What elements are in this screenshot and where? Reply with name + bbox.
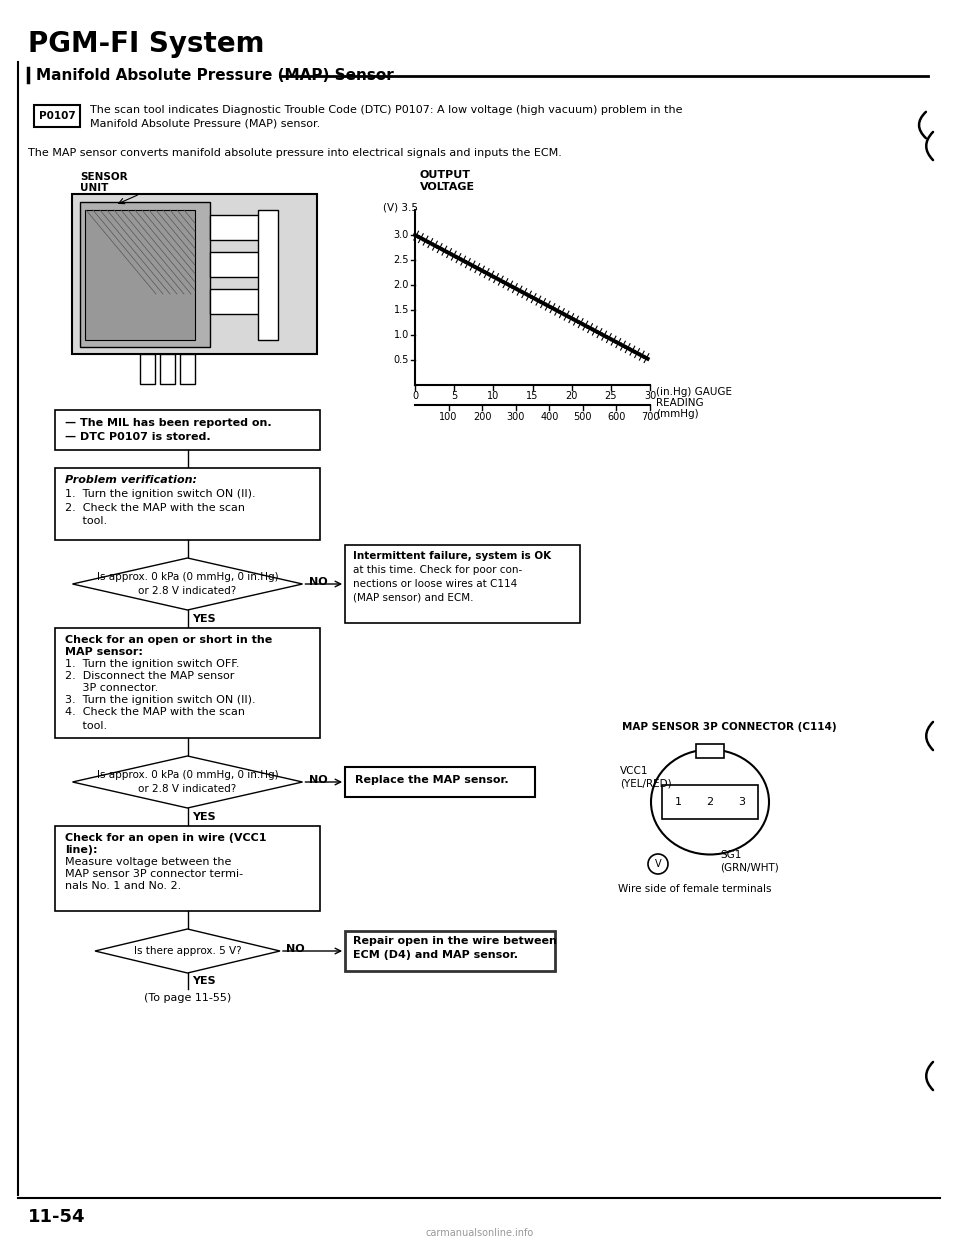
Text: (GRN/WHT): (GRN/WHT) [720,862,779,872]
Text: PGM-FI System: PGM-FI System [28,30,265,58]
Text: 3: 3 [738,797,746,807]
Text: YES: YES [193,614,216,623]
Text: 11-54: 11-54 [28,1208,85,1226]
Text: Measure voltage between the: Measure voltage between the [65,857,231,867]
Text: 2.5: 2.5 [394,255,409,265]
Text: MAP sensor 3P connector termi-: MAP sensor 3P connector termi- [65,869,243,879]
Text: Repair open in the wire between: Repair open in the wire between [353,936,557,946]
Text: 500: 500 [574,412,592,422]
Polygon shape [73,756,302,809]
FancyBboxPatch shape [258,210,278,340]
FancyBboxPatch shape [210,215,260,240]
Text: 2.  Disconnect the MAP sensor: 2. Disconnect the MAP sensor [65,671,234,681]
Text: 0: 0 [412,391,418,401]
Text: (in.Hg) GAUGE: (in.Hg) GAUGE [656,388,732,397]
Text: 300: 300 [507,412,525,422]
Text: 10: 10 [488,391,499,401]
Text: Check for an open in wire (VCC1: Check for an open in wire (VCC1 [65,833,267,843]
Text: or 2.8 V indicated?: or 2.8 V indicated? [138,586,236,596]
Ellipse shape [651,749,769,854]
Text: 700: 700 [640,412,660,422]
FancyBboxPatch shape [210,252,260,277]
Text: nections or loose wires at C114: nections or loose wires at C114 [353,579,517,589]
Circle shape [648,854,668,874]
FancyBboxPatch shape [345,768,535,797]
Text: VOLTAGE: VOLTAGE [420,183,475,193]
Text: tool.: tool. [65,515,108,527]
Text: Problem verification:: Problem verification: [65,474,197,484]
Text: nals No. 1 and No. 2.: nals No. 1 and No. 2. [65,881,181,891]
Text: 4.  Check the MAP with the scan: 4. Check the MAP with the scan [65,707,245,717]
FancyBboxPatch shape [160,354,175,384]
Text: MAP SENSOR 3P CONNECTOR (C114): MAP SENSOR 3P CONNECTOR (C114) [622,722,836,732]
Text: 1: 1 [675,797,682,807]
Text: (mmHg): (mmHg) [656,409,699,419]
Text: 5: 5 [451,391,457,401]
FancyBboxPatch shape [345,932,555,971]
Text: 3P connector.: 3P connector. [65,683,158,693]
Text: READING: READING [656,397,704,409]
Text: (YEL/RED): (YEL/RED) [620,777,672,787]
Text: Is approx. 0 kPa (0 mmHg, 0 in.Hg): Is approx. 0 kPa (0 mmHg, 0 in.Hg) [97,573,278,582]
Text: 0.5: 0.5 [394,355,409,365]
Text: Replace the MAP sensor.: Replace the MAP sensor. [355,775,509,785]
FancyBboxPatch shape [55,628,320,738]
Text: NO: NO [308,578,327,587]
Text: 3.  Turn the ignition switch ON (II).: 3. Turn the ignition switch ON (II). [65,696,255,705]
Text: P0107: P0107 [38,111,76,120]
Text: 400: 400 [540,412,559,422]
Text: 1.0: 1.0 [394,330,409,340]
Text: NO: NO [286,944,304,954]
Text: or 2.8 V indicated?: or 2.8 V indicated? [138,784,236,794]
Text: UNIT: UNIT [80,183,108,193]
FancyBboxPatch shape [55,468,320,540]
FancyBboxPatch shape [55,410,320,450]
FancyBboxPatch shape [696,744,724,758]
Text: 15: 15 [526,391,539,401]
Text: ECM (D4) and MAP sensor.: ECM (D4) and MAP sensor. [353,950,518,960]
Text: V: V [655,859,661,869]
FancyBboxPatch shape [55,826,320,910]
Text: — The MIL has been reported on.: — The MIL has been reported on. [65,419,272,428]
FancyBboxPatch shape [180,354,195,384]
Text: 100: 100 [440,412,458,422]
FancyBboxPatch shape [210,289,260,314]
Text: 200: 200 [473,412,492,422]
Text: Is there approx. 5 V?: Is there approx. 5 V? [133,946,241,956]
Text: line):: line): [65,845,98,854]
Text: YES: YES [193,812,216,822]
Text: Check for an open or short in the: Check for an open or short in the [65,635,273,645]
Text: Manifold Absolute Pressure (MAP) sensor.: Manifold Absolute Pressure (MAP) sensor. [90,119,321,129]
Text: The scan tool indicates Diagnostic Trouble Code (DTC) P0107: A low voltage (high: The scan tool indicates Diagnostic Troub… [90,106,683,116]
Text: MAP sensor:: MAP sensor: [65,647,143,657]
Text: Manifold Absolute Pressure (MAP) Sensor: Manifold Absolute Pressure (MAP) Sensor [36,68,394,83]
Text: Wire side of female terminals: Wire side of female terminals [618,884,772,894]
Text: NO: NO [308,775,327,785]
Text: VCC1: VCC1 [620,766,649,776]
Text: Is approx. 0 kPa (0 mmHg, 0 in.Hg): Is approx. 0 kPa (0 mmHg, 0 in.Hg) [97,770,278,780]
Text: 25: 25 [605,391,617,401]
FancyBboxPatch shape [80,202,210,347]
Text: 3.0: 3.0 [394,230,409,240]
FancyBboxPatch shape [140,354,155,384]
Text: 2: 2 [707,797,713,807]
Text: (MAP sensor) and ECM.: (MAP sensor) and ECM. [353,592,473,604]
Text: SG1: SG1 [720,850,741,859]
Text: The MAP sensor converts manifold absolute pressure into electrical signals and i: The MAP sensor converts manifold absolut… [28,148,562,158]
Text: 20: 20 [565,391,578,401]
Text: YES: YES [193,976,216,986]
Text: SENSOR: SENSOR [80,171,128,183]
Text: tool.: tool. [65,722,108,732]
Text: — DTC P0107 is stored.: — DTC P0107 is stored. [65,432,210,442]
Text: 1.5: 1.5 [394,306,409,315]
Text: (V) 3.5: (V) 3.5 [383,202,418,212]
Text: 30: 30 [644,391,656,401]
FancyBboxPatch shape [34,106,80,127]
Text: 2.0: 2.0 [394,279,409,289]
Text: (To page 11-55): (To page 11-55) [144,994,231,1004]
Text: 1.  Turn the ignition switch ON (II).: 1. Turn the ignition switch ON (II). [65,489,255,499]
Text: carmanualsonline.info: carmanualsonline.info [426,1228,534,1238]
Text: 2.  Check the MAP with the scan: 2. Check the MAP with the scan [65,503,245,513]
Text: 1.  Turn the ignition switch OFF.: 1. Turn the ignition switch OFF. [65,660,239,669]
